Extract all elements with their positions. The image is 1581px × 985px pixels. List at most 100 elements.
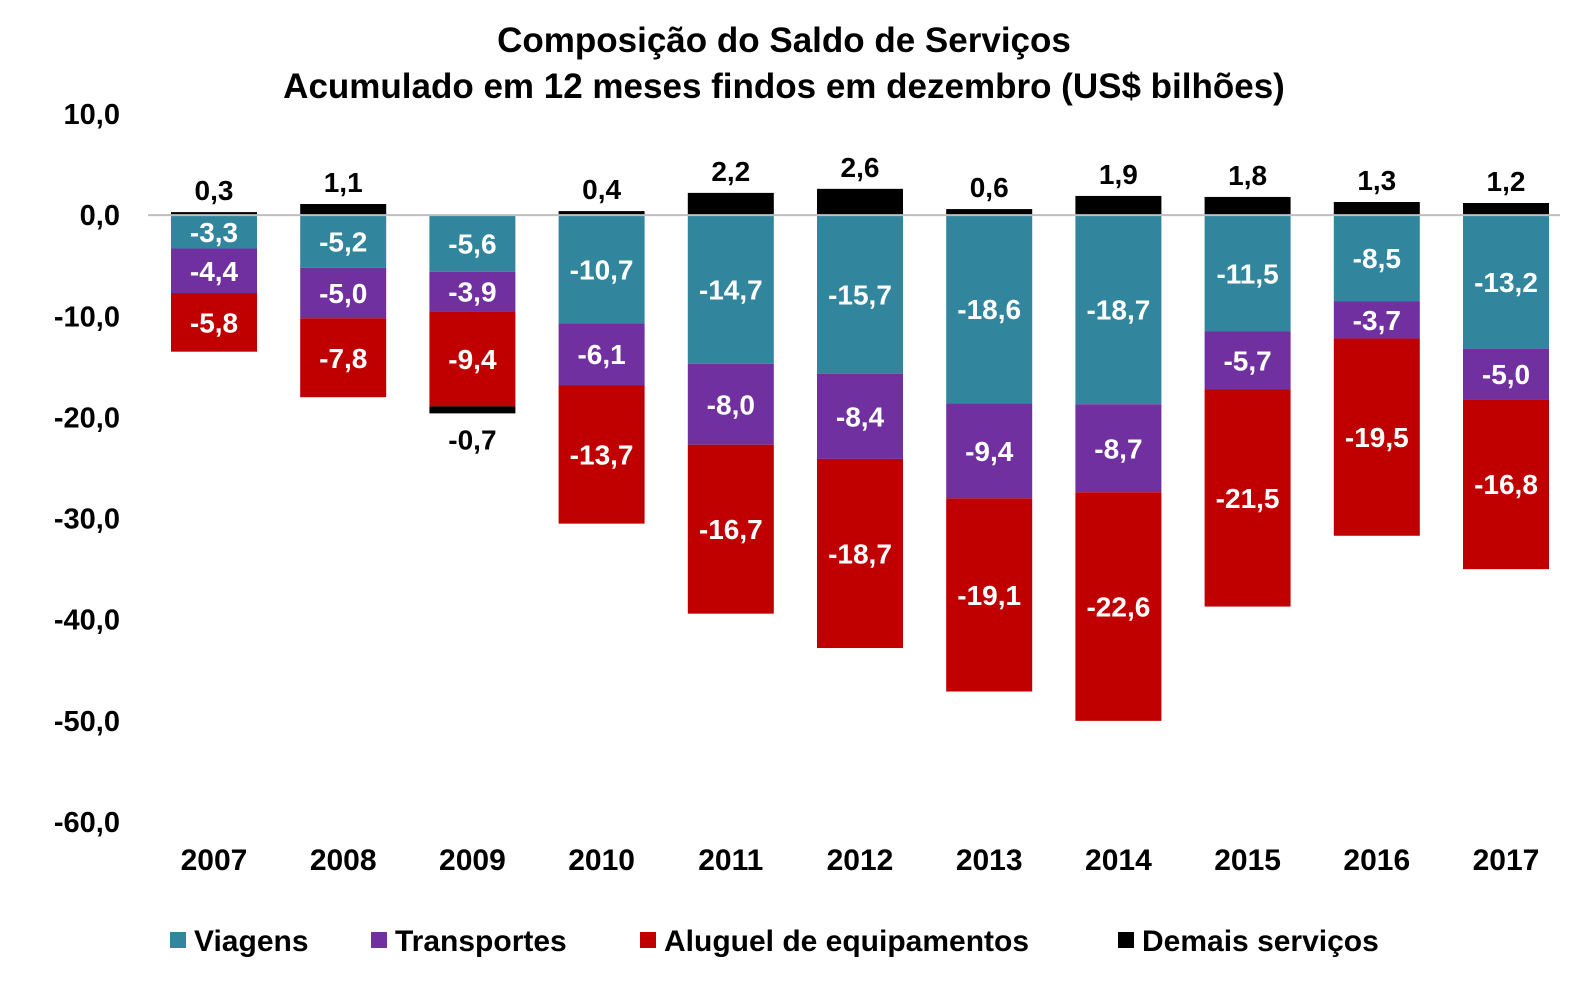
legend: Viagens Transportes Aluguel de equipamento… bbox=[170, 925, 1379, 958]
data-label: -19,5 bbox=[1345, 422, 1409, 453]
chart-subtitle: Acumulado em 12 meses findos em dezembro… bbox=[283, 67, 1285, 106]
data-label: -18,6 bbox=[957, 294, 1021, 325]
legend-swatch bbox=[640, 932, 656, 948]
data-label: -3,3 bbox=[190, 217, 238, 248]
y-tick-label: 10,0 bbox=[64, 99, 120, 131]
bar-segment bbox=[817, 215, 903, 374]
legend-label: Demais serviços bbox=[1142, 925, 1379, 958]
x-tick-label: 2012 bbox=[827, 844, 894, 877]
data-label: -8,5 bbox=[1353, 243, 1401, 274]
bar-segment bbox=[1463, 203, 1549, 216]
bar-segment bbox=[171, 215, 257, 249]
chart-title: Composição do Saldo de Serviços bbox=[497, 21, 1071, 60]
bar-segment bbox=[817, 373, 903, 459]
y-tick-label: 0,0 bbox=[80, 200, 120, 232]
data-label: -22,6 bbox=[1086, 592, 1150, 623]
bar-segment bbox=[1463, 399, 1549, 570]
data-label: -6,1 bbox=[577, 339, 625, 370]
legend-swatch bbox=[170, 932, 186, 948]
bar-segment bbox=[817, 188, 903, 216]
bar-segment bbox=[171, 248, 257, 294]
bar-segment bbox=[1204, 389, 1291, 607]
bar-segment bbox=[429, 406, 516, 414]
bar-segment bbox=[1333, 201, 1420, 216]
bar-segment bbox=[429, 271, 516, 312]
bar-segment bbox=[1463, 348, 1549, 400]
y-tick-label: -60,0 bbox=[54, 807, 120, 839]
data-label: -9,4 bbox=[965, 436, 1014, 467]
bar-segment bbox=[429, 215, 516, 272]
x-tick-label: 2013 bbox=[956, 844, 1023, 877]
data-label: 0,6 bbox=[970, 172, 1009, 203]
data-label: -18,7 bbox=[828, 538, 892, 569]
y-tick-label: -50,0 bbox=[54, 706, 120, 738]
bar-segment bbox=[1075, 404, 1162, 493]
bar-segment bbox=[1463, 215, 1549, 349]
y-tick-label: -30,0 bbox=[54, 504, 120, 536]
data-label: -18,7 bbox=[1086, 295, 1150, 326]
bar-segment bbox=[300, 204, 387, 216]
data-label: -5,8 bbox=[190, 307, 238, 338]
x-tick-label: 2016 bbox=[1343, 844, 1410, 877]
bar-segment bbox=[1204, 215, 1291, 332]
bar-segment bbox=[687, 215, 774, 364]
bar-segment bbox=[687, 444, 774, 614]
data-label: 1,9 bbox=[1099, 159, 1138, 190]
data-label: -3,9 bbox=[448, 277, 496, 308]
data-label: -5,0 bbox=[319, 278, 367, 309]
x-tick-label: 2017 bbox=[1473, 844, 1540, 877]
bar-segment bbox=[946, 215, 1033, 404]
bar-segment bbox=[1204, 196, 1291, 216]
bar-segment bbox=[1075, 492, 1162, 721]
x-tick-label: 2009 bbox=[439, 844, 506, 877]
data-label: -15,7 bbox=[828, 280, 892, 311]
data-label: -10,7 bbox=[570, 254, 634, 285]
bar-segment bbox=[558, 211, 645, 216]
data-label: -13,7 bbox=[570, 439, 634, 470]
data-label: -5,2 bbox=[319, 226, 367, 257]
data-label: 2,6 bbox=[841, 152, 880, 183]
data-label: -11,5 bbox=[1216, 258, 1278, 289]
bar-segment bbox=[300, 215, 387, 268]
data-label: -8,4 bbox=[836, 401, 885, 432]
data-label: -5,7 bbox=[1223, 345, 1271, 376]
data-label: 1,3 bbox=[1357, 165, 1396, 196]
data-label: 1,8 bbox=[1228, 160, 1267, 191]
data-label: -5,6 bbox=[448, 228, 496, 259]
data-label: -8,7 bbox=[1094, 433, 1142, 464]
bar-segment bbox=[171, 293, 257, 352]
bar-segment bbox=[946, 498, 1033, 692]
bar-segment bbox=[558, 215, 645, 324]
data-label: -14,7 bbox=[699, 274, 763, 305]
bar-segment bbox=[946, 403, 1033, 499]
data-label: -21,5 bbox=[1216, 483, 1280, 514]
legend-label: Aluguel de equipamentos bbox=[664, 925, 1029, 958]
bar-segment bbox=[171, 212, 257, 216]
x-tick-label: 2007 bbox=[181, 844, 248, 877]
bar-segment bbox=[687, 192, 774, 216]
data-label: -5,0 bbox=[1482, 359, 1530, 390]
bar-segment bbox=[1204, 331, 1291, 390]
data-label: -19,1 bbox=[957, 580, 1021, 611]
x-tick-label: 2014 bbox=[1085, 844, 1152, 877]
bar-segment bbox=[1075, 195, 1162, 216]
bar-segment bbox=[1333, 338, 1420, 536]
data-label: -3,7 bbox=[1353, 305, 1401, 336]
data-label: 2,2 bbox=[711, 156, 750, 187]
data-label: -13,2 bbox=[1474, 267, 1538, 298]
x-tick-label: 2015 bbox=[1214, 844, 1281, 877]
data-label: -16,8 bbox=[1474, 469, 1538, 500]
bar-segment bbox=[946, 209, 1033, 216]
legend-swatch bbox=[1118, 932, 1134, 948]
data-label: -16,7 bbox=[699, 514, 763, 545]
data-labels-group: -3,3 -4,4 -5,8 0,3 -5,2 -5,0 -7,8 1,1 -5,6 -3,9 -9… bbox=[190, 152, 1538, 623]
data-label: 0,3 bbox=[195, 175, 234, 206]
bar-segment bbox=[429, 311, 516, 407]
bar-segment bbox=[1075, 215, 1162, 405]
data-label: -7,8 bbox=[319, 343, 367, 374]
data-label: 0,4 bbox=[582, 174, 621, 205]
bar-segment bbox=[1333, 215, 1420, 302]
legend-label: Transportes bbox=[395, 925, 567, 958]
